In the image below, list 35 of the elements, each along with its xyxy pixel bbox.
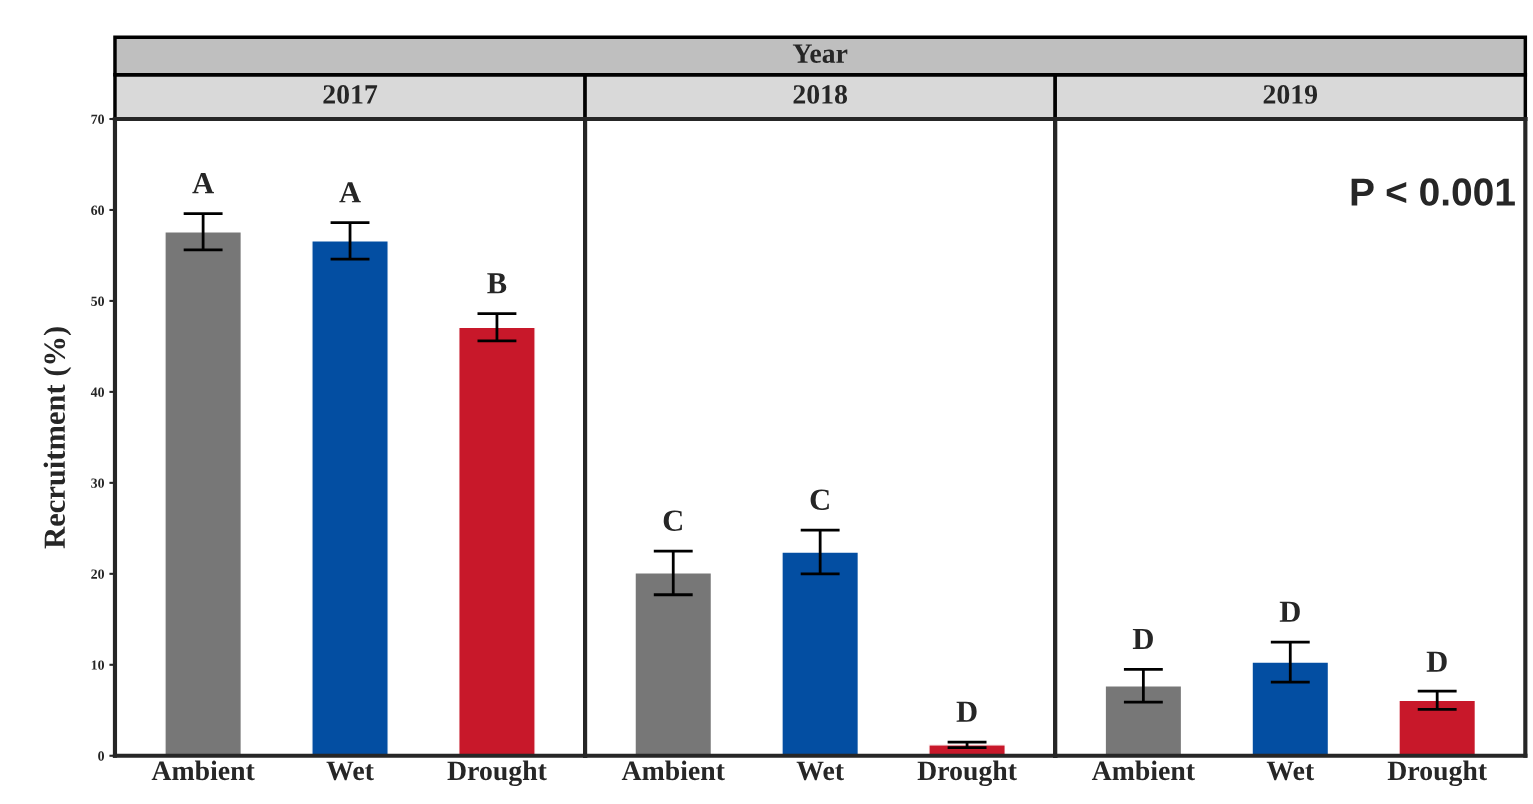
annotation: D <box>956 701 977 722</box>
bar <box>311 240 389 756</box>
bar <box>164 231 243 756</box>
text: Year <box>792 44 848 63</box>
chart-title: 2019 <box>1263 85 1318 104</box>
x-tick-label: Ambient <box>151 760 255 781</box>
x-tick-label: Drought <box>917 760 1017 787</box>
chart-title: 2018 <box>793 85 848 104</box>
annotation: C <box>663 510 682 531</box>
y-tick-label: 0 <box>98 751 105 761</box>
y-tick-label: 50 <box>91 296 105 306</box>
annotation: D <box>1426 651 1447 672</box>
annotation: D <box>1279 601 1300 622</box>
annotation: A <box>192 173 214 194</box>
y-tick-label: 10 <box>91 660 105 670</box>
annotation: A <box>339 182 361 203</box>
annotation: D <box>1132 628 1153 650</box>
y-tick-label: 70 <box>91 114 105 124</box>
y-tick-label: 60 <box>91 205 105 215</box>
y-axis-title: Recruitment (%) <box>43 327 72 549</box>
y-tick-label: 30 <box>91 478 105 488</box>
x-tick-label: Wet <box>326 761 374 781</box>
bar <box>458 326 536 756</box>
y-tick-label: 40 <box>90 387 105 397</box>
x-tick-label: Drought <box>1387 760 1487 787</box>
y-tick-label: 20 <box>91 569 105 579</box>
x-tick-label: Ambient <box>1091 760 1195 781</box>
x-tick-label: Wet <box>1266 761 1315 781</box>
annotation: B <box>487 273 507 294</box>
x-tick-label: Ambient <box>621 760 725 781</box>
chart-title: 2017 <box>323 85 378 104</box>
x-tick-label: Drought <box>447 760 547 787</box>
annotation: C <box>810 489 829 511</box>
annotation: P < 0.001 <box>1351 178 1515 206</box>
x-tick-label: Wet <box>796 761 844 781</box>
